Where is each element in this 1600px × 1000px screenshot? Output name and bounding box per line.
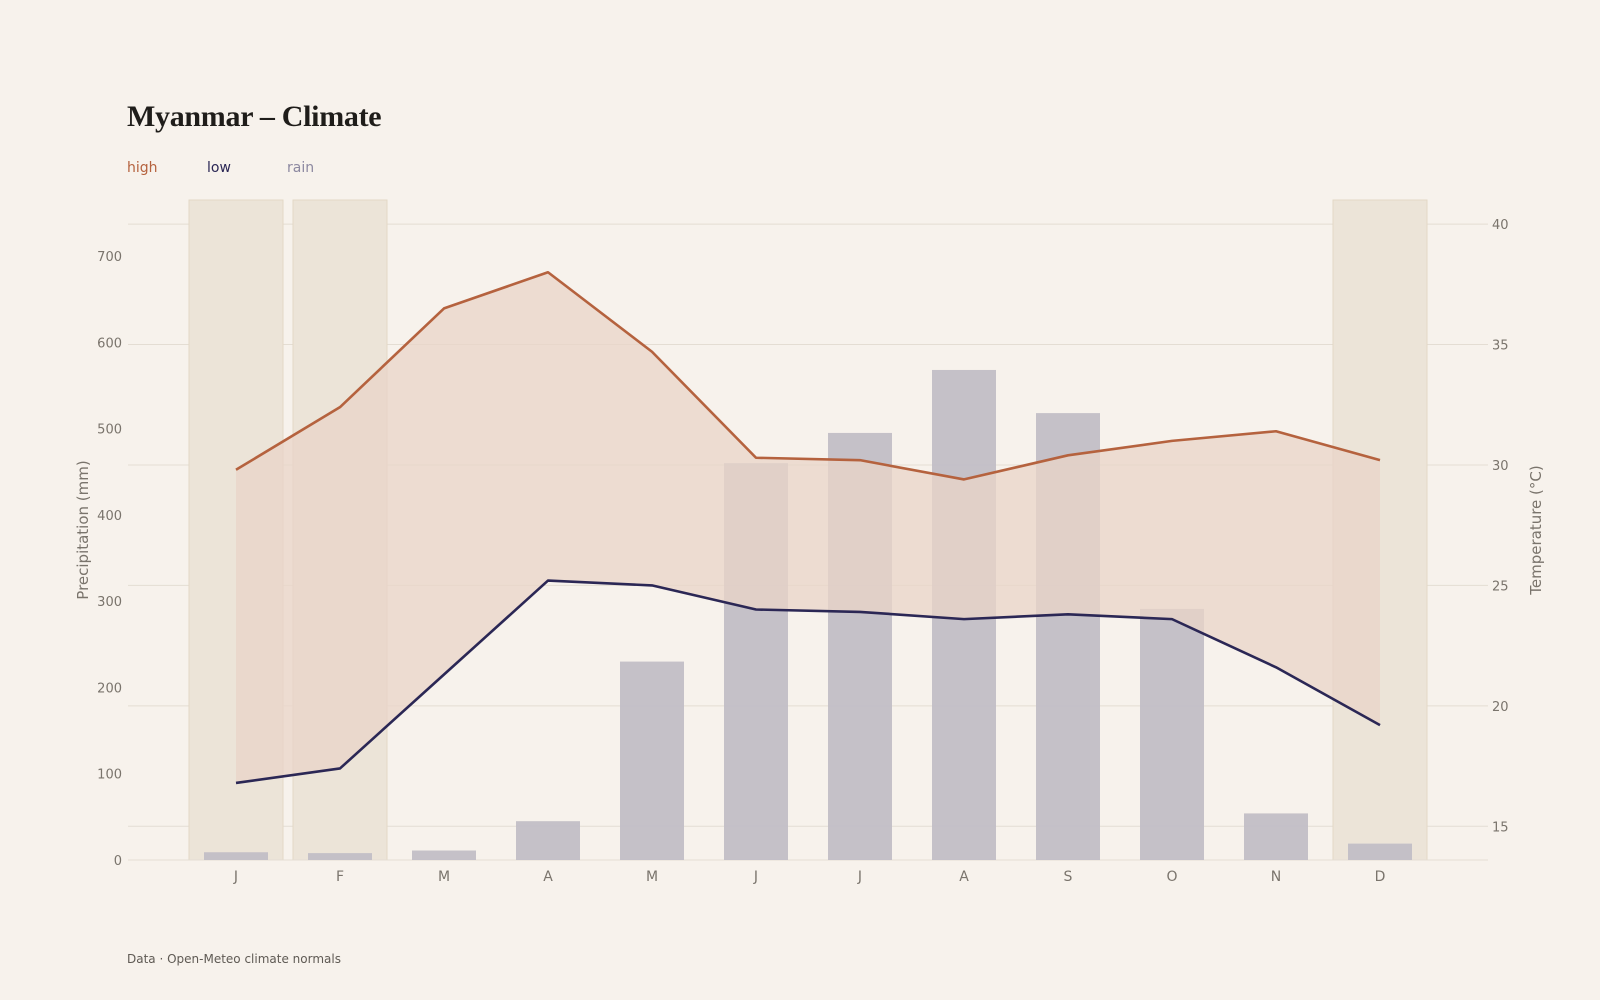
x-tick-label: M bbox=[646, 869, 658, 885]
x-tick-label: A bbox=[543, 869, 553, 885]
y-left-tick-label: 300 bbox=[97, 595, 122, 610]
rain-bar bbox=[204, 852, 268, 860]
low-temperature-line bbox=[235, 579, 1381, 785]
rain-bar bbox=[412, 850, 476, 860]
x-tick-label: A bbox=[959, 869, 969, 885]
y-left-tick-label: 200 bbox=[97, 681, 122, 696]
x-tick-label: J bbox=[857, 869, 862, 885]
y-right-tick-label: 20 bbox=[1492, 700, 1509, 715]
y-left-tick-label: 400 bbox=[97, 509, 122, 524]
data-source-note: Data · Open-Meteo climate normals bbox=[127, 952, 341, 966]
legend-rain: rain bbox=[287, 160, 315, 176]
legend-high: high bbox=[127, 160, 158, 176]
y-left-tick-label: 0 bbox=[114, 854, 122, 869]
y-right-tick-label: 35 bbox=[1492, 339, 1509, 354]
y-right-tick-label: 30 bbox=[1492, 459, 1509, 474]
x-tick-label: J bbox=[753, 869, 758, 885]
y-right-axis-label: Temperature (°C) bbox=[1527, 465, 1545, 595]
chart-title: Myanmar – Climate bbox=[127, 100, 382, 133]
y-left-tick-label: 100 bbox=[97, 768, 122, 783]
legend-low: low bbox=[207, 160, 231, 176]
y-right-tick-label: 25 bbox=[1492, 579, 1509, 594]
x-tick-label: S bbox=[1064, 869, 1073, 885]
temperature-range-band bbox=[236, 272, 1380, 783]
chart-legend: high low rain bbox=[127, 160, 367, 176]
high-temperature-line bbox=[235, 270, 1381, 481]
rain-bar bbox=[1140, 608, 1204, 860]
y-left-axis-label: Precipitation (mm) bbox=[74, 460, 92, 599]
y-right-tick-label: 40 bbox=[1492, 218, 1509, 233]
y-left-tick-label: 600 bbox=[97, 336, 122, 351]
x-tick-label: M bbox=[438, 869, 450, 885]
x-tick-label: D bbox=[1375, 869, 1386, 885]
x-tick-label: O bbox=[1166, 869, 1177, 885]
y-left-tick-label: 500 bbox=[97, 423, 122, 438]
rain-bar bbox=[516, 821, 580, 860]
rain-bar bbox=[1348, 843, 1412, 860]
y-left-tick-label: 700 bbox=[97, 250, 122, 265]
x-tick-label: N bbox=[1271, 869, 1281, 885]
rain-bar bbox=[1244, 813, 1308, 860]
x-tick-label: J bbox=[233, 869, 238, 885]
y-right-tick-label: 15 bbox=[1492, 820, 1509, 835]
rain-bar bbox=[620, 661, 684, 860]
x-tick-label: F bbox=[336, 869, 344, 885]
rain-bar bbox=[308, 853, 372, 860]
